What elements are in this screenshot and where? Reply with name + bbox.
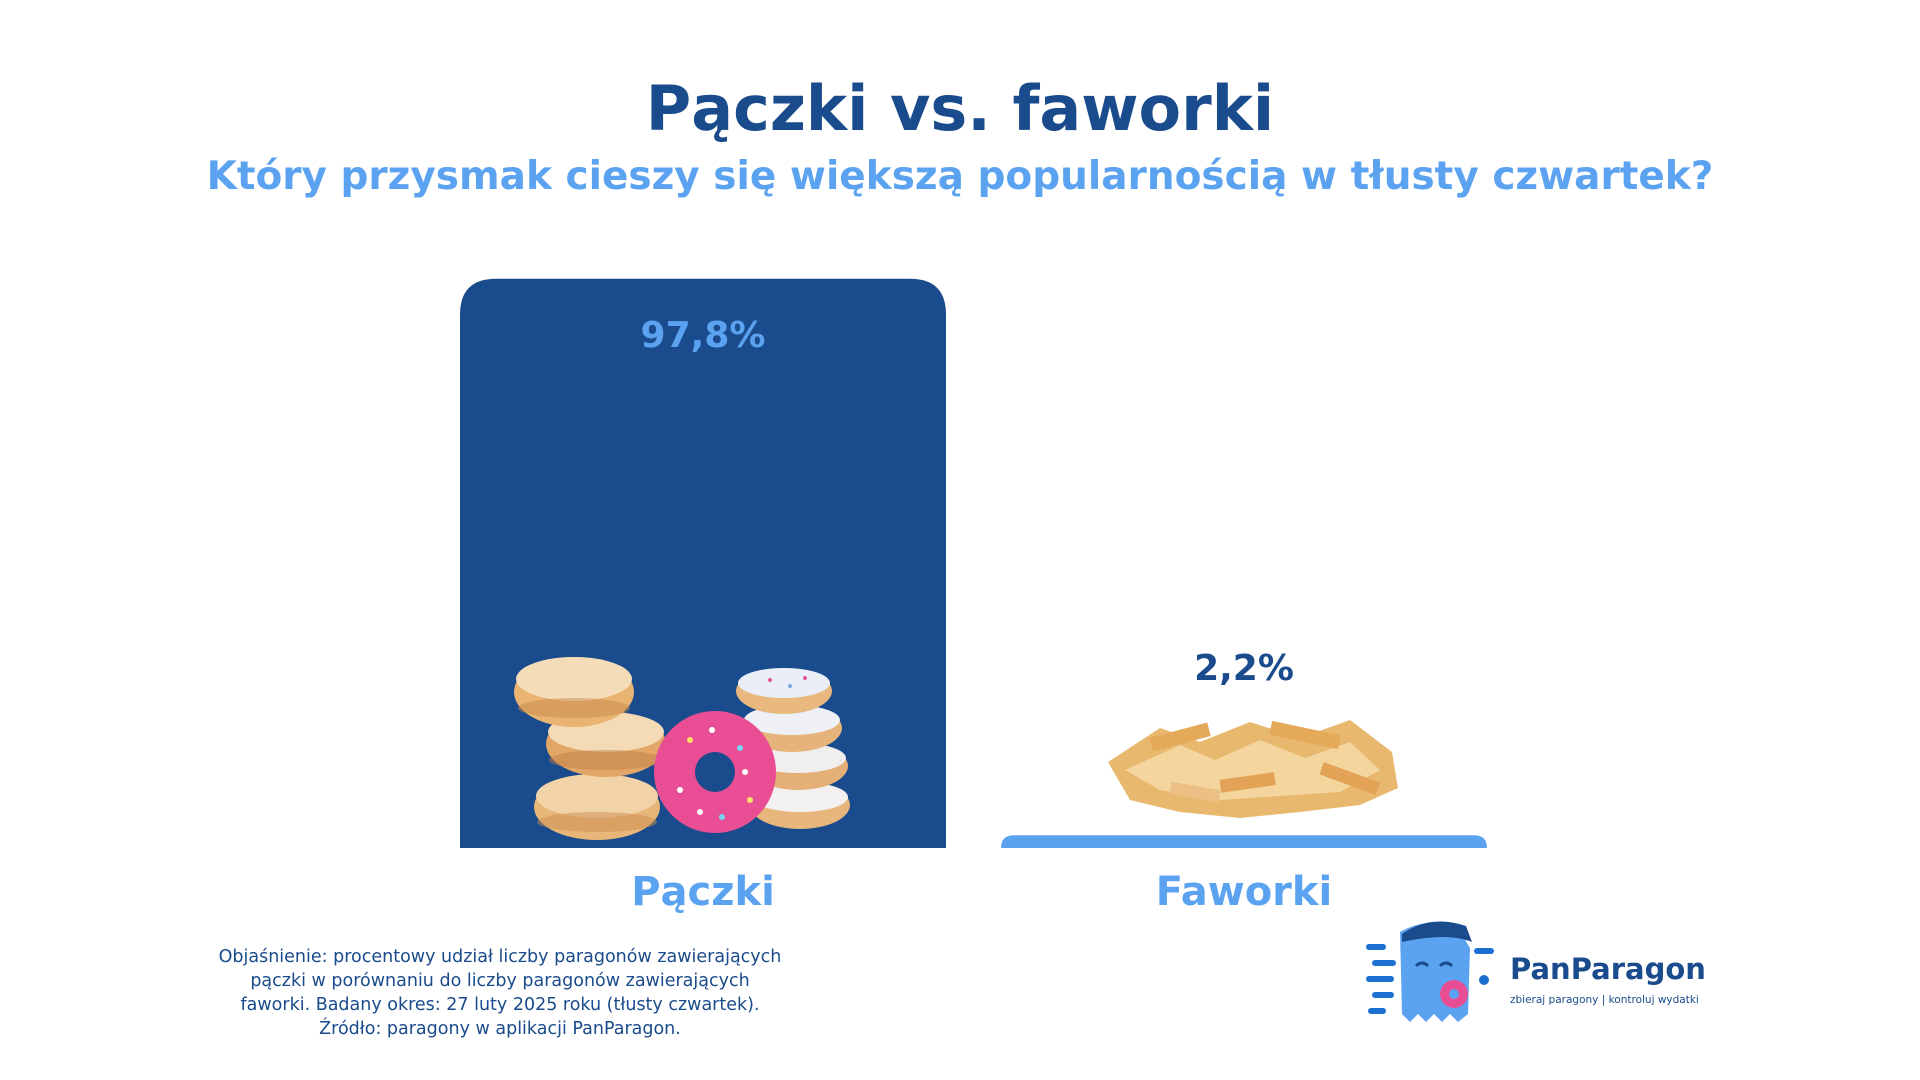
value-label: 2,2% bbox=[1194, 648, 1294, 689]
receipt-mascot-icon bbox=[1366, 921, 1494, 1022]
logo-name: PanParagon bbox=[1510, 952, 1706, 986]
chart-footnote: Objaśnienie: procentowy udział liczby pa… bbox=[200, 945, 800, 1041]
logo-tagline: zbieraj paragony | kontroluj wydatki bbox=[1510, 994, 1699, 1006]
chart-subtitle: Który przysmak cieszy się większą popula… bbox=[206, 154, 1714, 199]
category-label: Faworki bbox=[1156, 869, 1332, 915]
panparagon-logo: PanParagon zbieraj paragony | kontroluj … bbox=[1358, 914, 1706, 1024]
category-label: Pączki bbox=[631, 869, 775, 915]
donuts-stack-image bbox=[514, 657, 850, 840]
glazed-donut-icon bbox=[736, 668, 832, 714]
footnote-line: Źródło: paragony w aplikacji PanParagon. bbox=[319, 1019, 681, 1039]
paczek-icon bbox=[534, 774, 660, 840]
pink-donut-icon bbox=[654, 711, 776, 833]
labels-layer: 97,8% Pączki 2,2% Faworki bbox=[631, 315, 1332, 915]
value-label: 97,8% bbox=[641, 315, 766, 356]
footnote-line: Objaśnienie: procentowy udział liczby pa… bbox=[218, 947, 782, 967]
chart-title: Pączki vs. faworki bbox=[645, 72, 1275, 145]
bar-2 bbox=[1001, 835, 1487, 848]
glazed-donut-icon bbox=[750, 781, 850, 829]
footnote-line: faworki. Badany okres: 27 luty 2025 roku… bbox=[240, 995, 760, 1015]
faworki-pile-image bbox=[1108, 720, 1398, 818]
footnote-line: pączki w porównaniu do liczby paragonów … bbox=[250, 971, 750, 991]
paczek-icon bbox=[514, 657, 634, 727]
